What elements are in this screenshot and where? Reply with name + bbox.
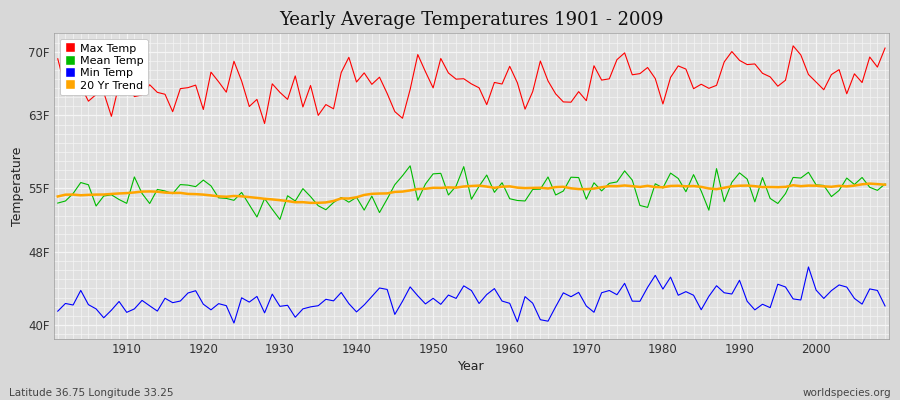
Text: worldspecies.org: worldspecies.org: [803, 388, 891, 398]
Text: Latitude 36.75 Longitude 33.25: Latitude 36.75 Longitude 33.25: [9, 388, 174, 398]
Legend: Max Temp, Mean Temp, Min Temp, 20 Yr Trend: Max Temp, Mean Temp, Min Temp, 20 Yr Tre…: [59, 39, 148, 95]
X-axis label: Year: Year: [458, 360, 485, 373]
Title: Yearly Average Temperatures 1901 - 2009: Yearly Average Temperatures 1901 - 2009: [279, 11, 663, 29]
Y-axis label: Temperature: Temperature: [11, 146, 24, 226]
